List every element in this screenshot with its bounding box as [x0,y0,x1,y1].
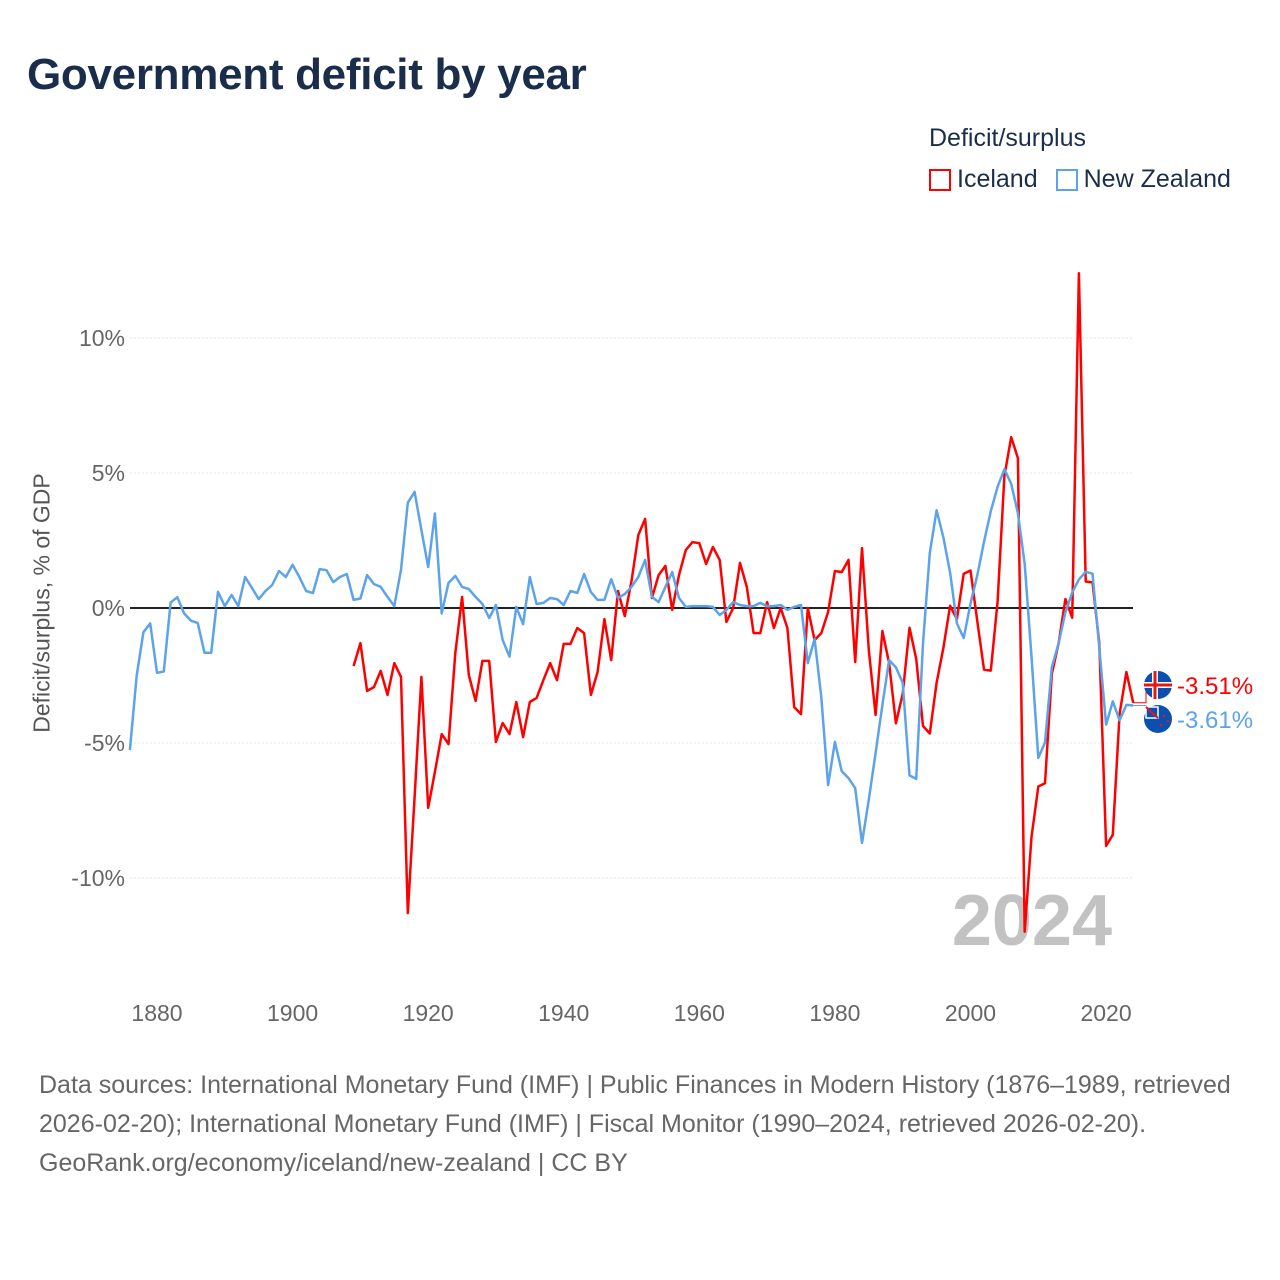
flag-cross [1144,683,1172,687]
legend-label-new-zealand: New Zealand [1083,165,1231,193]
legend-swatch-new-zealand [1055,168,1078,191]
y-tick-label: -10% [71,865,125,891]
flag-star [1159,723,1163,727]
x-tick-label: 1920 [403,1000,454,1026]
y-tick-label: 0% [92,595,125,621]
legend-item-iceland[interactable]: Iceland [929,165,1038,194]
x-tick-label: 1900 [267,1000,318,1026]
source-link[interactable]: GeoRank.org/economy/iceland/new-zealand … [39,1149,628,1177]
flag-star [1162,714,1166,718]
legend-swatch-iceland [929,168,951,191]
legend-title: Deficit/surplus [929,124,1086,152]
legend-label-iceland: Iceland [957,165,1038,193]
chart-title: Government deficit by year [27,50,587,99]
flag-new-zealand-icon [1144,705,1172,733]
year-watermark: 2024 [952,881,1112,961]
end-value-label-iceland: -3.51% [1177,673,1253,700]
x-tick-label: 1960 [674,1000,725,1026]
x-tick-label: 1880 [131,1000,182,1026]
footer: Data sources: International Monetary Fun… [39,1066,1239,1183]
x-tick-label: 1980 [809,1000,860,1026]
flag-union [1145,706,1159,719]
y-tick-label: -5% [84,730,125,756]
y-tick-label: 5% [92,460,125,486]
x-tick-label: 2000 [945,1000,996,1026]
end-value-label-new-zealand: -3.61% [1177,707,1253,734]
flag-star [1166,719,1170,723]
y-tick-label: 10% [79,325,125,351]
flag-cross [1153,671,1157,699]
flag-iceland-icon [1144,671,1172,699]
x-tick-label: 1940 [538,1000,589,1026]
legend-item-new-zealand[interactable]: New Zealand [1055,165,1231,194]
data-sources: Data sources: International Monetary Fun… [39,1071,1231,1138]
legend: Iceland New Zealand [929,165,1231,194]
end-label-connector [1133,704,1147,719]
series-line-iceland[interactable] [352,271,1135,933]
x-tick-label: 2020 [1080,1000,1131,1026]
series-line-new-zealand[interactable] [128,467,1134,845]
